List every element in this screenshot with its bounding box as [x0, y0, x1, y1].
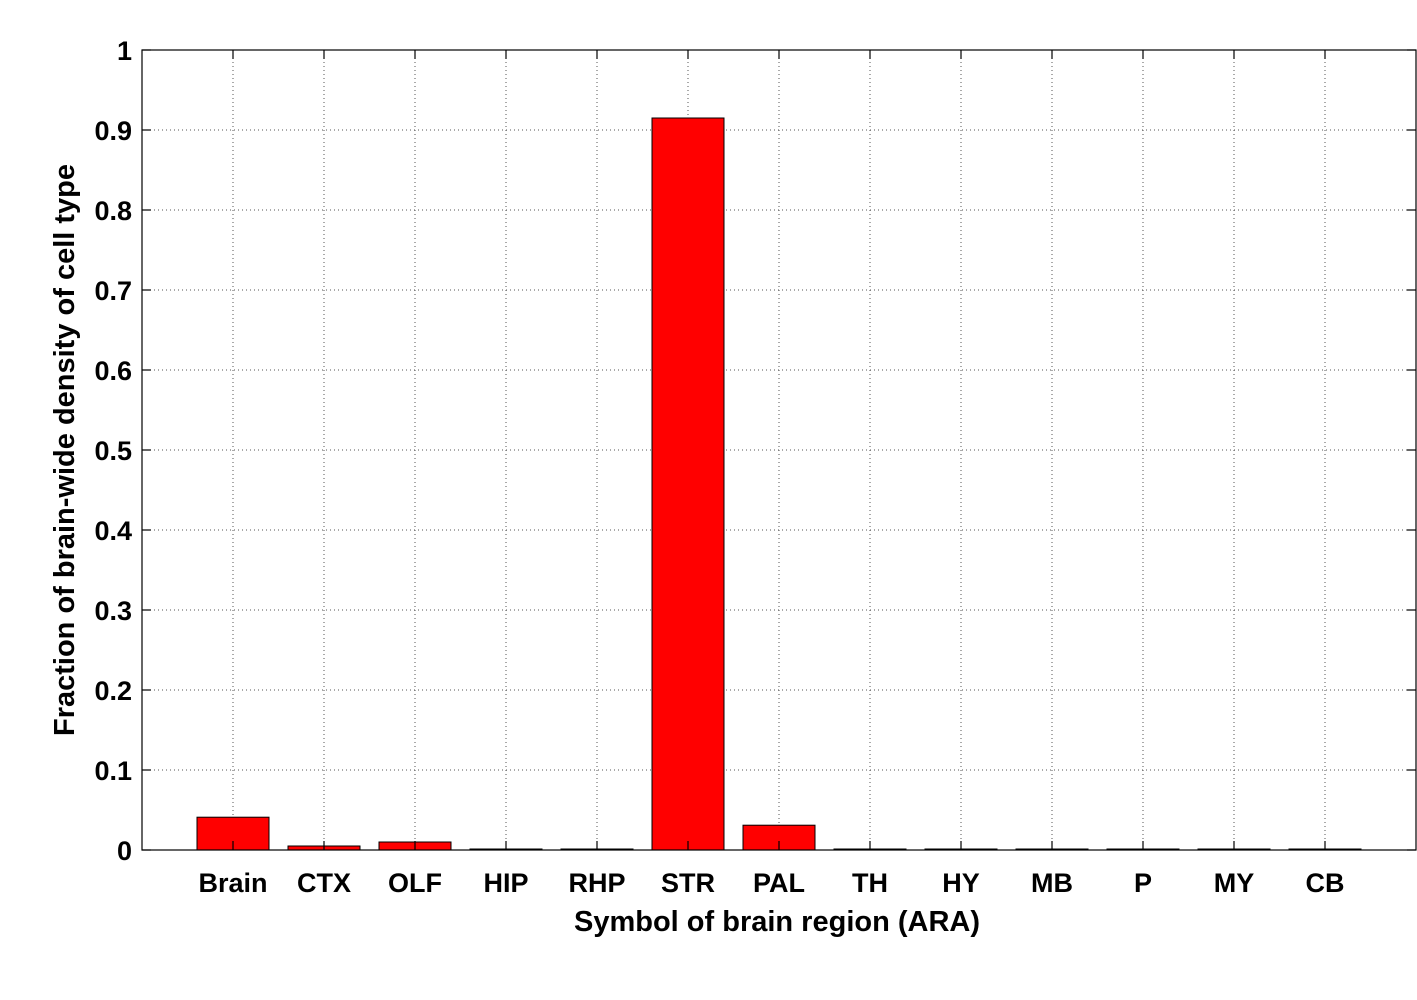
- y-tick-labels: 0 0.1 0.2 0.3 0.4 0.5 0.6 0.7 0.8 0.9 1: [94, 36, 132, 866]
- y-tick-label: 0.4: [94, 516, 132, 546]
- axis-ticks: [142, 49, 1416, 851]
- y-tick-label: 1: [117, 36, 132, 66]
- y-tick-label: 0.8: [94, 196, 132, 226]
- x-tick-label: TH: [852, 868, 888, 898]
- y-tick-label: 0.9: [94, 116, 132, 146]
- x-tick-label: Brain: [198, 868, 267, 898]
- y-tick-label: 0.3: [94, 596, 132, 626]
- bar-str: [651, 117, 725, 851]
- x-axis-label: Symbol of brain region (ARA): [574, 906, 980, 938]
- x-tick-label: MY: [1214, 868, 1255, 898]
- x-tick-label: HY: [942, 868, 980, 898]
- x-tick-label: HIP: [483, 868, 528, 898]
- x-tick-label: STR: [661, 868, 715, 898]
- grid-lines: [142, 50, 1416, 850]
- x-tick-label: RHP: [568, 868, 625, 898]
- x-tick-label: P: [1134, 868, 1152, 898]
- y-tick-label: 0: [117, 836, 132, 866]
- x-tick-label: CTX: [297, 868, 351, 898]
- x-tick-label: PAL: [753, 868, 805, 898]
- x-tick-label: OLF: [388, 868, 442, 898]
- y-tick-label: 0.1: [94, 756, 132, 786]
- y-tick-label: 0.5: [94, 436, 132, 466]
- x-tick-label: CB: [1306, 868, 1345, 898]
- y-tick-label: 0.7: [94, 276, 132, 306]
- x-tick-labels: Brain CTX OLF HIP RHP STR PAL TH HY MB P MY CB: [198, 868, 1344, 898]
- y-tick-label: 0.6: [94, 356, 132, 386]
- y-axis-label: Fraction of brain-wide density of cell t…: [49, 164, 81, 736]
- x-tick-label: MB: [1031, 868, 1073, 898]
- bars: [196, 117, 1362, 851]
- y-tick-label: 0.2: [94, 676, 132, 706]
